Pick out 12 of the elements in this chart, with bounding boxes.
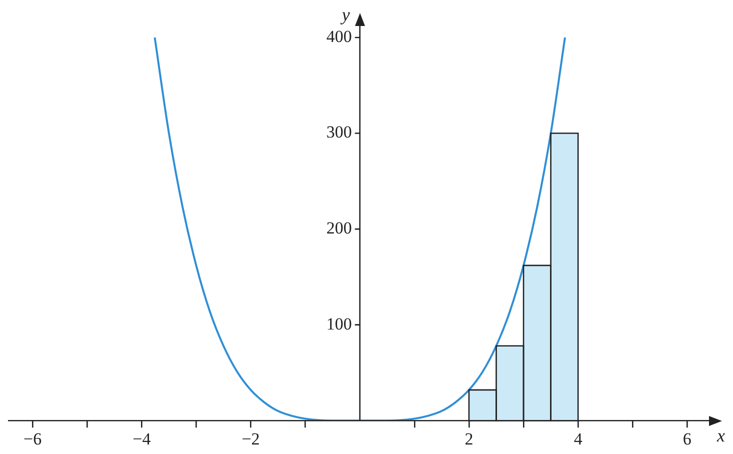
x-tick-label: −6 bbox=[24, 429, 42, 448]
x-axis-title: x bbox=[716, 425, 725, 446]
x-tick-label: −4 bbox=[132, 429, 152, 448]
y-axis-title: y bbox=[340, 4, 350, 25]
y-tick-label: 100 bbox=[326, 314, 352, 334]
y-tick-label: 200 bbox=[326, 218, 352, 238]
x-tick-label: 4 bbox=[574, 429, 583, 448]
y-tick-label: 400 bbox=[326, 26, 352, 46]
x-tick-label: 2 bbox=[464, 429, 474, 448]
x-tick-label: −2 bbox=[242, 429, 260, 448]
x-tick-label: 6 bbox=[682, 429, 692, 448]
y-tick-label: 300 bbox=[326, 122, 352, 142]
